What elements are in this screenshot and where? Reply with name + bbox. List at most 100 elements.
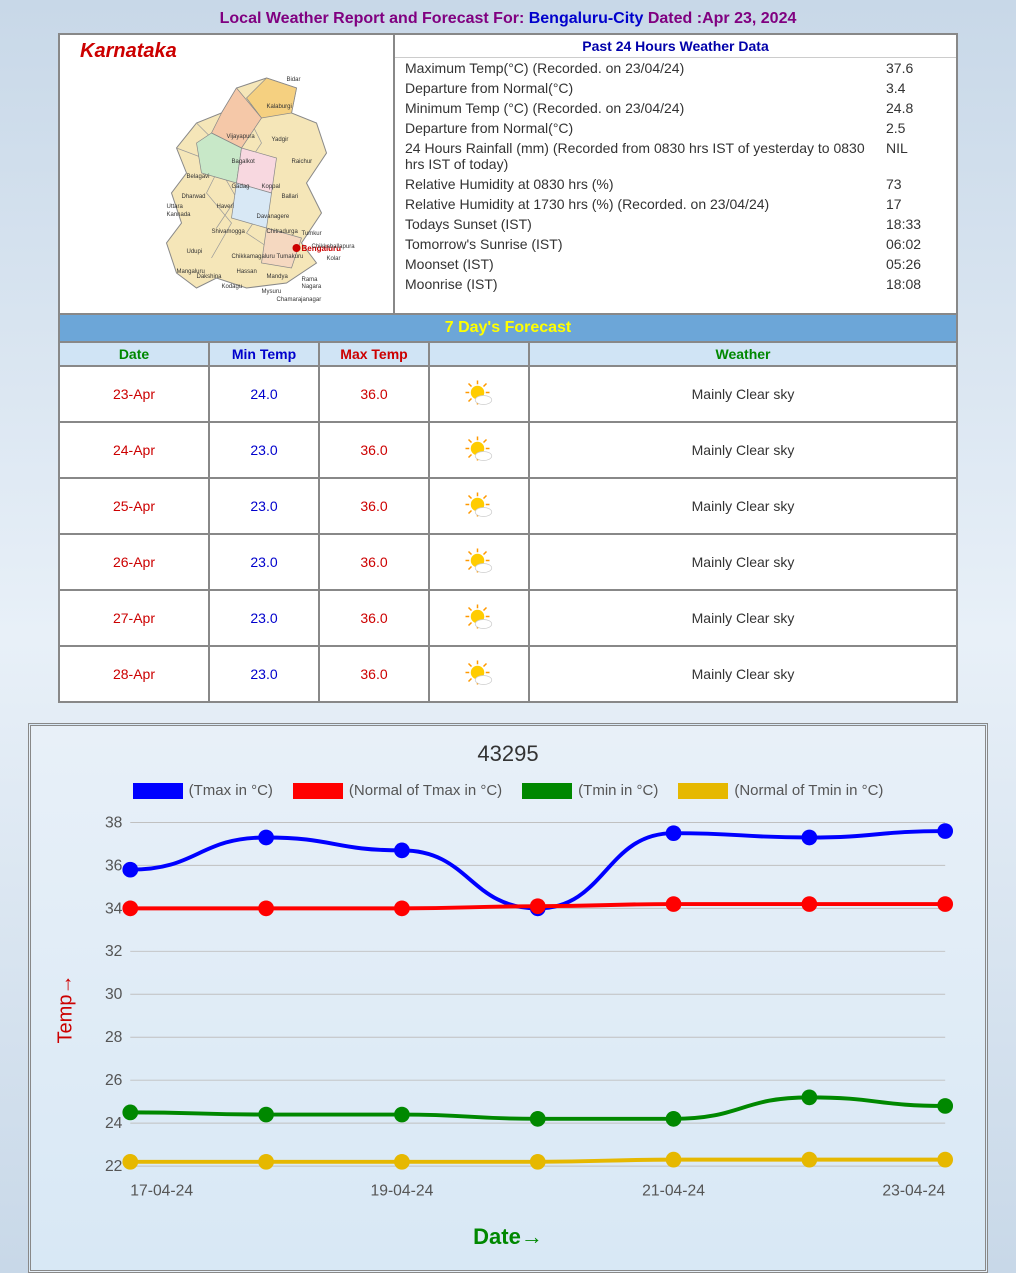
- svg-text:21-04-24: 21-04-24: [642, 1183, 705, 1200]
- data-value: 73: [886, 176, 946, 192]
- svg-text:Tumkur: Tumkur: [302, 231, 322, 237]
- fr-weather: Mainly Clear sky: [529, 646, 957, 702]
- data-row: Moonrise (IST)18:08: [395, 274, 956, 294]
- fr-max: 36.0: [319, 646, 429, 702]
- legend-swatch: [678, 783, 728, 799]
- data-value: 06:02: [886, 236, 946, 252]
- data-row: Tomorrow's Sunrise (IST)06:02: [395, 234, 956, 254]
- legend-label: (Normal of Tmin in °C): [734, 782, 883, 799]
- sun-cloud-icon: [464, 379, 494, 409]
- header-label: Local Weather Report and Forecast For:: [220, 10, 529, 27]
- forecast-row: 27-Apr 23.0 36.0 Mainly Clear sky: [59, 590, 957, 646]
- fr-min: 24.0: [209, 366, 319, 422]
- fr-icon: [429, 422, 529, 478]
- data-value: 24.8: [886, 100, 946, 116]
- fr-min: 23.0: [209, 422, 319, 478]
- fr-min: 23.0: [209, 534, 319, 590]
- bengaluru-marker: [293, 244, 301, 252]
- svg-text:Udupi: Udupi: [187, 249, 203, 255]
- data-label: Moonset (IST): [405, 256, 886, 272]
- data-value: 05:26: [886, 256, 946, 272]
- sun-cloud-icon: [464, 547, 494, 577]
- data-label: Todays Sunset (IST): [405, 216, 886, 232]
- fr-weather: Mainly Clear sky: [529, 422, 957, 478]
- karnataka-map: Bengaluru BidarKalaburgiVijayapuraYadgir…: [65, 63, 388, 303]
- fr-weather: Mainly Clear sky: [529, 478, 957, 534]
- forecast-row: 25-Apr 23.0 36.0 Mainly Clear sky: [59, 478, 957, 534]
- data-row: Minimum Temp (°C) (Recorded. on 23/04/24…: [395, 98, 956, 118]
- svg-text:Raichur: Raichur: [292, 159, 313, 165]
- chart-title: 43295: [51, 736, 965, 772]
- past24-title: Past 24 Hours Weather Data: [395, 35, 956, 58]
- svg-text:Chitradurga: Chitradurga: [267, 229, 299, 235]
- fr-max: 36.0: [319, 590, 429, 646]
- data-value: 3.4: [886, 80, 946, 96]
- svg-text:32: 32: [105, 943, 122, 960]
- fr-min: 23.0: [209, 478, 319, 534]
- fc-head-max: Max Temp: [319, 342, 429, 366]
- forecast-header-row: Date Min Temp Max Temp Weather: [59, 342, 957, 366]
- legend-label: (Tmin in °C): [578, 782, 658, 799]
- svg-text:36: 36: [105, 857, 123, 874]
- fr-icon: [429, 590, 529, 646]
- fc-head-date: Date: [59, 342, 209, 366]
- fr-min: 23.0: [209, 590, 319, 646]
- svg-text:Kalaburgi: Kalaburgi: [267, 104, 292, 110]
- main-table: Karnataka Bengaluru BidarKalaburgiVijaya…: [58, 33, 958, 703]
- past24-cell: Past 24 Hours Weather Data Maximum Temp(…: [394, 34, 957, 314]
- svg-text:Yadgir: Yadgir: [272, 137, 289, 143]
- sun-cloud-icon: [464, 491, 494, 521]
- svg-text:Shivamogga: Shivamogga: [212, 229, 246, 235]
- chart-area: Temp→ 22242628303234363817-04-2419-04-24…: [91, 809, 955, 1209]
- data-row: Departure from Normal(°C)3.4: [395, 78, 956, 98]
- legend-item: (Normal of Tmax in °C): [293, 782, 502, 799]
- chart-legend: (Tmax in °C) (Normal of Tmax in °C) (Tmin …: [51, 772, 965, 809]
- forecast-row: 24-Apr 23.0 36.0 Mainly Clear sky: [59, 422, 957, 478]
- temp-chart: 22242628303234363817-04-2419-04-2421-04-…: [91, 809, 955, 1209]
- map-title: Karnataka: [65, 40, 388, 63]
- svg-text:Dakshina: Dakshina: [197, 274, 223, 280]
- chart-container: 43295 (Tmax in °C) (Normal of Tmax in °C)…: [28, 723, 988, 1273]
- legend-item: (Tmax in °C): [133, 782, 273, 799]
- fr-date: 24-Apr: [59, 422, 209, 478]
- sun-cloud-icon: [464, 603, 494, 633]
- svg-text:24: 24: [105, 1115, 123, 1132]
- svg-text:19-04-24: 19-04-24: [371, 1183, 434, 1200]
- forecast-row: 28-Apr 23.0 36.0 Mainly Clear sky: [59, 646, 957, 702]
- data-row: 24 Hours Rainfall (mm) (Recorded from 08…: [395, 138, 956, 174]
- legend-swatch: [293, 783, 343, 799]
- svg-text:Belagavi: Belagavi: [187, 174, 210, 180]
- y-axis-label: Temp→: [55, 975, 78, 1044]
- fr-icon: [429, 478, 529, 534]
- svg-text:Chamarajanagar: Chamarajanagar: [277, 297, 322, 303]
- page-header: Local Weather Report and Forecast For: B…: [0, 0, 1016, 33]
- svg-text:Mysuru: Mysuru: [262, 289, 282, 295]
- fr-max: 36.0: [319, 422, 429, 478]
- fr-min: 23.0: [209, 646, 319, 702]
- svg-text:Koppal: Koppal: [262, 184, 281, 190]
- forecast-row: 26-Apr 23.0 36.0 Mainly Clear sky: [59, 534, 957, 590]
- svg-text:Kolar: Kolar: [327, 256, 341, 262]
- svg-text:Bagalkot: Bagalkot: [232, 159, 256, 165]
- svg-text:Gadag: Gadag: [232, 184, 250, 190]
- svg-text:Nagara: Nagara: [302, 284, 322, 290]
- fc-head-icon: [429, 342, 529, 366]
- data-label: 24 Hours Rainfall (mm) (Recorded from 08…: [405, 140, 886, 172]
- fr-icon: [429, 366, 529, 422]
- data-row: Todays Sunset (IST)18:33: [395, 214, 956, 234]
- data-row: Moonset (IST)05:26: [395, 254, 956, 274]
- fr-weather: Mainly Clear sky: [529, 366, 957, 422]
- data-value: 17: [886, 196, 946, 212]
- sun-cloud-icon: [464, 435, 494, 465]
- svg-text:Uttara: Uttara: [167, 204, 184, 210]
- svg-text:Chikkaballapura: Chikkaballapura: [312, 244, 356, 250]
- data-value: 18:33: [886, 216, 946, 232]
- header-date-label: Dated :: [648, 10, 702, 27]
- svg-text:Davanagere: Davanagere: [257, 214, 290, 220]
- svg-text:Vijayapura: Vijayapura: [227, 134, 256, 140]
- data-row: Maximum Temp(°C) (Recorded. on 23/04/24)…: [395, 58, 956, 78]
- fr-max: 36.0: [319, 478, 429, 534]
- svg-text:Bidar: Bidar: [287, 77, 301, 83]
- fc-head-weather: Weather: [529, 342, 957, 366]
- fr-weather: Mainly Clear sky: [529, 534, 957, 590]
